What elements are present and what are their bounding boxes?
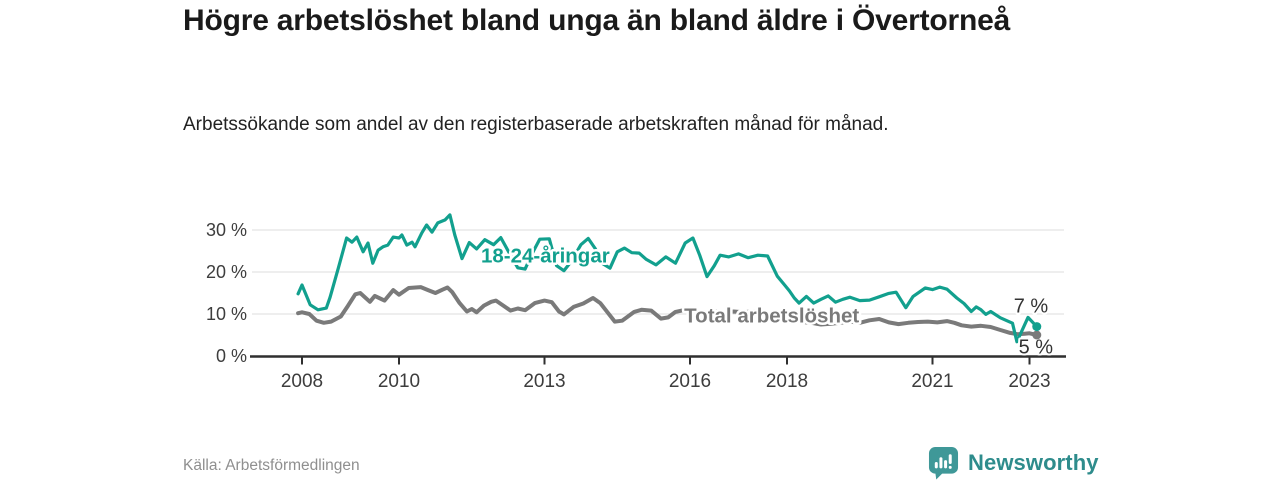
end-marker-total — [1032, 330, 1042, 340]
series-label-total: Total arbetslöshet — [684, 304, 859, 327]
x-axis-label: 2013 — [523, 371, 565, 392]
x-axis-label: 2023 — [1008, 371, 1050, 392]
chart-subtitle: Arbetssökande som andel av den registerb… — [183, 114, 889, 135]
x-axis-label: 2016 — [669, 371, 711, 392]
end-marker-youth — [1032, 322, 1042, 332]
x-axis-label: 2021 — [911, 371, 953, 392]
chart-title: Högre arbetslöshet bland unga än bland ä… — [183, 4, 1011, 37]
newsworthy-wordmark: Newsworthy — [968, 450, 1099, 475]
end-value-label-total: 5 % — [1019, 336, 1054, 358]
y-axis-label: 20 % — [206, 262, 247, 282]
y-axis-label: 30 % — [206, 220, 247, 240]
series-line-total — [296, 285, 1039, 337]
source-note: Källa: Arbetsförmedlingen — [183, 457, 360, 474]
x-axis-label: 2008 — [281, 371, 323, 392]
series-label-youth: 18-24-åringar — [481, 244, 610, 267]
newsworthy-logo: Newsworthy — [928, 446, 1099, 480]
newsworthy-bubble-barchart-icon — [928, 447, 959, 480]
y-axis-label: 10 % — [206, 304, 247, 324]
x-axis-label: 2010 — [378, 371, 420, 392]
x-axis-label: 2018 — [766, 371, 808, 392]
series-line-youth — [296, 213, 1039, 344]
y-axis-label: 0 % — [216, 346, 247, 366]
end-value-label-youth: 7 % — [1014, 295, 1049, 317]
